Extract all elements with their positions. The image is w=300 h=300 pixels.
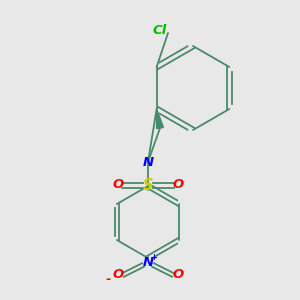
Text: N: N <box>142 155 154 169</box>
Text: O: O <box>112 178 124 191</box>
Text: Cl: Cl <box>153 23 167 37</box>
Text: O: O <box>172 268 184 281</box>
Text: N: N <box>142 256 154 268</box>
Text: O: O <box>112 268 124 281</box>
Text: O: O <box>172 178 184 191</box>
Text: +: + <box>151 254 158 262</box>
Polygon shape <box>157 109 164 129</box>
Text: S: S <box>143 178 153 193</box>
Text: -: - <box>105 272 111 286</box>
